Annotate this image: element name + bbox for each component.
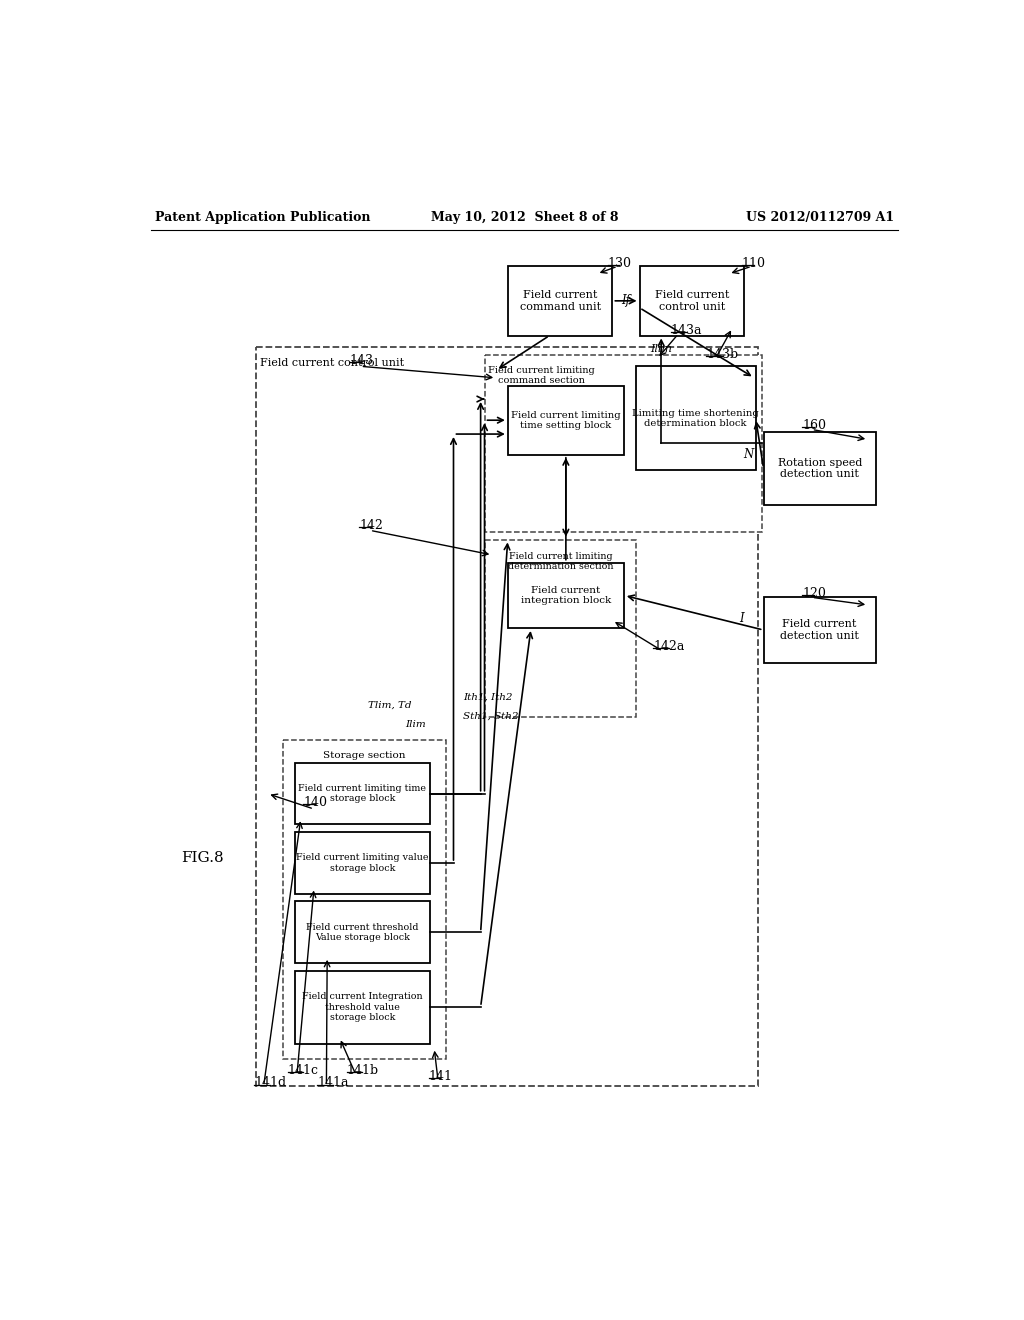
Text: Field current limiting value
storage block: Field current limiting value storage blo… [296, 853, 429, 873]
Text: I: I [739, 612, 744, 626]
Text: Storage section: Storage section [324, 751, 406, 759]
Text: Field current threshold
Value storage block: Field current threshold Value storage bl… [306, 923, 419, 942]
Bar [484, 355, 762, 532]
Text: 141d: 141d [254, 1076, 287, 1089]
Text: 141a: 141a [317, 1076, 348, 1089]
Text: Field current
integration block: Field current integration block [521, 586, 611, 605]
Bar [508, 562, 624, 628]
Bar [256, 347, 758, 1086]
Text: N: N [742, 449, 753, 462]
Bar [640, 267, 744, 335]
Text: Field current limiting time
storage block: Field current limiting time storage bloc… [298, 784, 426, 804]
Text: Field current limiting
time setting block: Field current limiting time setting bloc… [511, 411, 621, 430]
Text: Patent Application Publication: Patent Application Publication [155, 211, 371, 224]
Text: 140: 140 [303, 796, 327, 809]
Text: Field current
command unit: Field current command unit [519, 290, 601, 312]
Text: Sth1, Sth2: Sth1, Sth2 [463, 713, 518, 721]
Text: Limiting time shortening
determination block: Limiting time shortening determination b… [632, 409, 759, 428]
Text: 141: 141 [429, 1071, 453, 1084]
Bar [295, 832, 430, 894]
Bar [636, 367, 756, 470]
Bar [508, 267, 612, 335]
Text: Ilim: Ilim [650, 345, 672, 354]
Text: 110: 110 [741, 257, 766, 271]
Bar [295, 902, 430, 964]
Bar [295, 763, 430, 825]
Text: Field current
detection unit: Field current detection unit [780, 619, 859, 640]
Text: 141b: 141b [346, 1064, 379, 1077]
Text: 120: 120 [802, 586, 826, 599]
Bar [295, 970, 430, 1044]
Text: May 10, 2012  Sheet 8 of 8: May 10, 2012 Sheet 8 of 8 [431, 211, 618, 224]
Text: Field current limiting
determination section: Field current limiting determination sec… [508, 552, 613, 572]
Text: 143b: 143b [707, 348, 738, 360]
Text: Ilim: Ilim [406, 719, 426, 729]
Text: FIG.8: FIG.8 [180, 851, 223, 866]
Text: Field current control unit: Field current control unit [260, 358, 403, 368]
Text: If: If [622, 294, 631, 308]
Text: 143: 143 [349, 354, 374, 367]
Text: Ith1, Ith2: Ith1, Ith2 [463, 693, 512, 702]
Text: 142a: 142a [653, 640, 685, 652]
Bar [283, 739, 445, 1059]
Bar [764, 597, 876, 663]
Text: Field current Integration
threshold value
storage block: Field current Integration threshold valu… [302, 993, 423, 1022]
Text: 143a: 143a [671, 323, 702, 337]
Text: 141c: 141c [288, 1064, 318, 1077]
Text: 160: 160 [802, 418, 826, 432]
Text: 142: 142 [359, 519, 383, 532]
Bar [508, 385, 624, 455]
Text: US 2012/0112709 A1: US 2012/0112709 A1 [746, 211, 895, 224]
Text: Tlim, Td: Tlim, Td [369, 701, 412, 710]
Text: 130: 130 [607, 257, 632, 271]
Text: Field current limiting
command section: Field current limiting command section [488, 366, 595, 385]
Bar [764, 432, 876, 504]
Text: Field current
control unit: Field current control unit [654, 290, 729, 312]
Bar [484, 540, 636, 717]
Text: Rotation speed
detection unit: Rotation speed detection unit [777, 458, 862, 479]
